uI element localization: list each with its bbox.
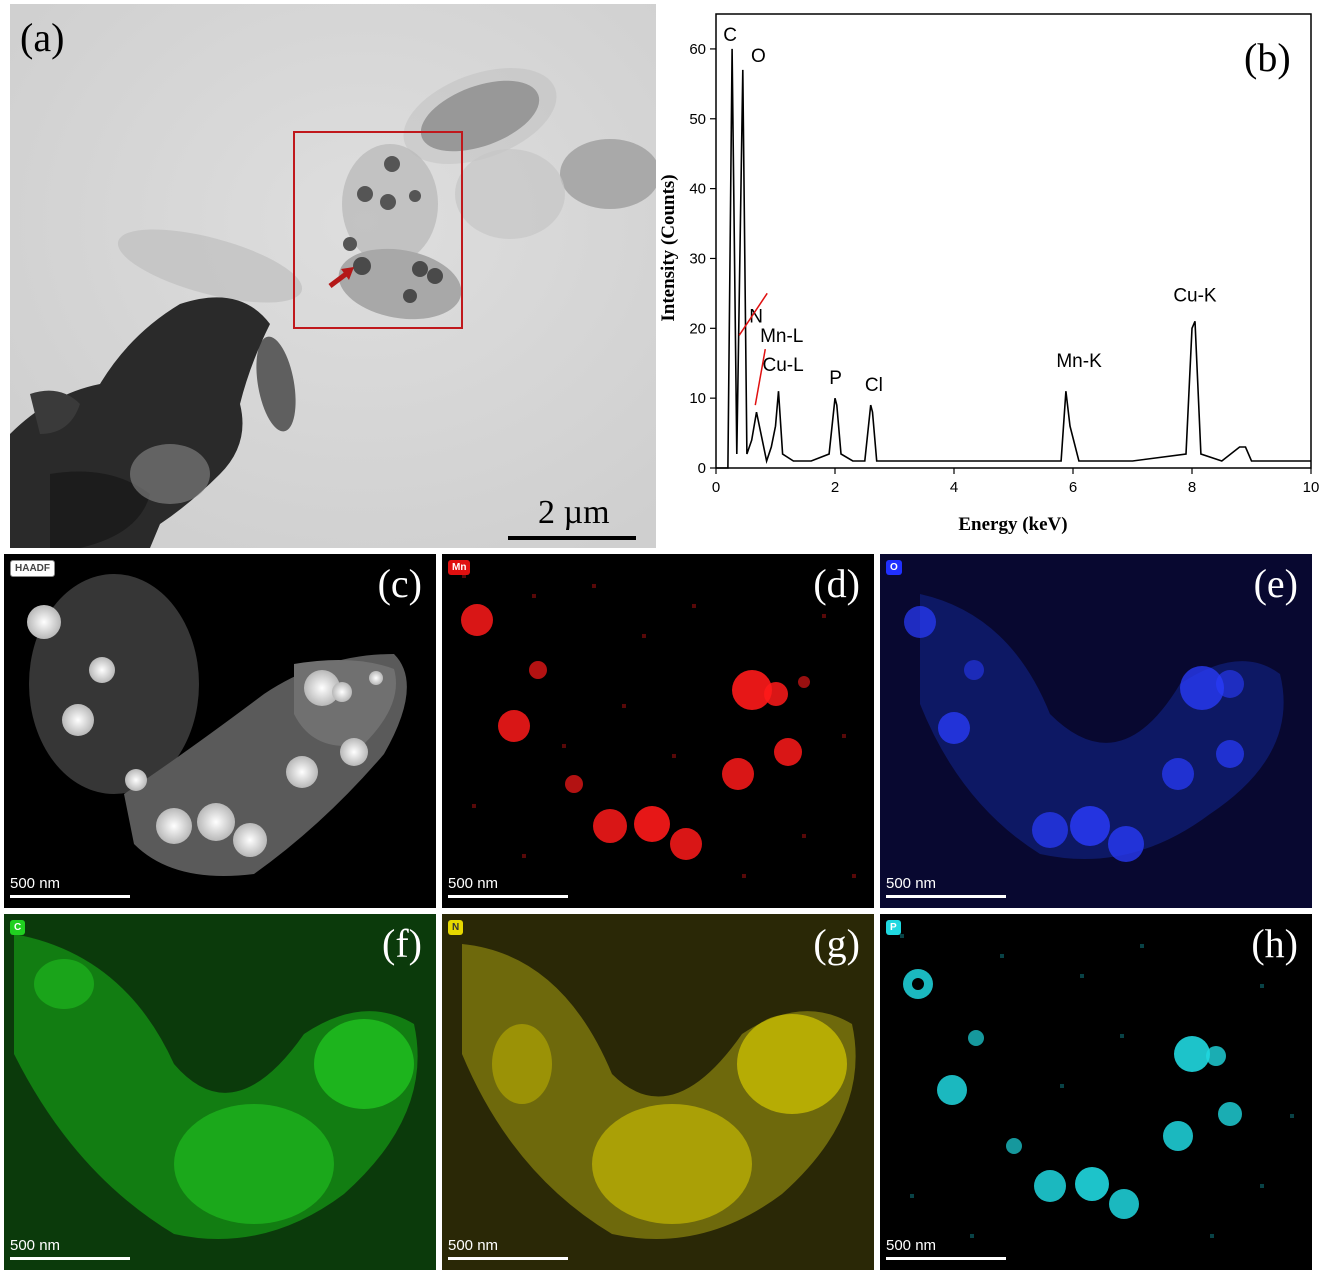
panel-e-o-map: O (e) 500 nm (880, 554, 1312, 908)
scale-bar-e (886, 895, 1006, 898)
o-map-image (880, 554, 1312, 908)
scale-bar-h (886, 1257, 1006, 1260)
panel-label-e: (e) (1253, 561, 1298, 606)
panel-label-g: (g) (813, 921, 860, 966)
badge-haadf: HAADF (10, 560, 55, 577)
scale-bar-g (448, 1257, 568, 1260)
peak-label: Mn-L (760, 326, 803, 347)
panel-label-h: (h) (1251, 921, 1298, 966)
panel-b-eds-spectrum: 0 2 4 6 8 10 0 10 20 30 40 50 60 C O N Mn-L Cu-L P Cl Mn-K C… (656, 4, 1325, 548)
x-tick-label: 6 (1069, 479, 1077, 496)
badge-p: P (886, 920, 901, 935)
y-tick-label: 20 (689, 320, 706, 337)
scale-bar-c (10, 895, 130, 898)
p-map-image (900, 934, 1294, 1238)
scale-label-d: 500 nm (448, 875, 499, 892)
scale-bar-label: 2 µm (538, 494, 610, 531)
scale-label-h: 500 nm (886, 1237, 937, 1254)
y-tick-label: 40 (689, 181, 706, 198)
panel-g-n-map: N (g) 500 nm (442, 914, 874, 1270)
y-tick-label: 10 (689, 390, 706, 407)
arrow-icon (328, 267, 354, 288)
peak-label: N (749, 306, 763, 327)
haadf-image (27, 574, 407, 876)
peak-label: P (829, 368, 842, 389)
scale-label-e: 500 nm (886, 875, 937, 892)
c-map-image (4, 914, 436, 1270)
eds-chart: 0 2 4 6 8 10 0 10 20 30 40 50 60 CO NMn-L Cu-L P Cl Mn-K C… (658, 13, 1320, 535)
badge-o: O (886, 560, 902, 575)
y-tick-label: 30 (689, 250, 706, 267)
y-tick-label: 50 (689, 111, 706, 128)
peak-label: O (751, 46, 766, 67)
tem-micrograph (10, 4, 656, 548)
plot-frame (715, 13, 1312, 469)
panel-label-c: (c) (377, 561, 422, 606)
x-tick-label: 10 (1303, 479, 1320, 496)
badge-mn: Mn (448, 560, 471, 575)
panel-label-a: (a) (20, 15, 65, 60)
selection-box (293, 131, 463, 329)
n-arrow (738, 292, 768, 336)
panel-c-haadf: HAADF (c) 500 nm (4, 554, 436, 908)
badge-c: C (10, 920, 26, 935)
panel-label-b: (b) (1244, 35, 1291, 80)
scale-label-g: 500 nm (448, 1237, 499, 1254)
x-tick-label: 8 (1188, 479, 1196, 496)
panel-h-p-map: P (h) 500 nm (880, 914, 1312, 1270)
scale-bar-f (10, 1257, 130, 1260)
mn-map-image (461, 574, 856, 878)
spectrum-line (716, 48, 1311, 469)
scale-label-f: 500 nm (10, 1237, 61, 1254)
x-tick-label: 2 (831, 479, 839, 496)
panel-label-f: (f) (382, 921, 422, 966)
mn-l-arrow (754, 349, 767, 406)
panel-d-mn-map: Mn (d) 500 nm (442, 554, 874, 908)
y-axis-title: Intensity (Counts) (658, 174, 679, 321)
peak-label: Cu-L (762, 355, 803, 376)
x-tick-label: 0 (712, 479, 720, 496)
panel-label-d: (d) (813, 561, 860, 606)
panel-f-c-map: C (f) 500 nm (4, 914, 436, 1270)
scale-bar-d (448, 895, 568, 898)
peak-label: Mn-K (1056, 351, 1102, 372)
peak-label: Cu-K (1173, 285, 1217, 306)
panel-a-tem-image: (a) 2 µm (10, 4, 656, 548)
n-map-image (442, 914, 874, 1270)
scale-label-c: 500 nm (10, 875, 61, 892)
peak-label: C (723, 25, 737, 46)
peak-label: Cl (865, 375, 883, 396)
scale-bar (508, 536, 636, 540)
x-axis-title: Energy (keV) (958, 514, 1067, 535)
y-tick-label: 0 (698, 460, 706, 477)
y-tick-label: 60 (689, 41, 706, 58)
badge-n: N (448, 920, 464, 935)
x-tick-label: 4 (950, 479, 958, 496)
